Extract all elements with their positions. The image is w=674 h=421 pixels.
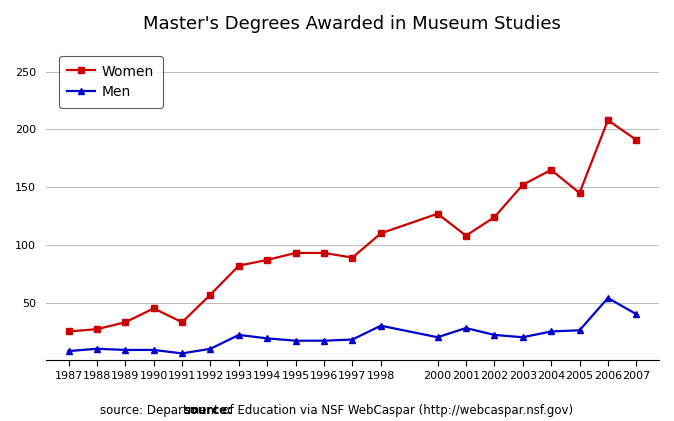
Men — [206, 346, 214, 351]
Men — [576, 328, 584, 333]
Women — [433, 211, 441, 216]
Women — [519, 182, 527, 187]
Men — [93, 346, 101, 351]
Women — [348, 255, 357, 260]
Men — [264, 336, 272, 341]
Women — [320, 250, 328, 256]
Men — [462, 325, 470, 330]
Women — [604, 118, 612, 123]
Line: Men: Men — [65, 295, 640, 357]
Women — [547, 167, 555, 172]
Men — [292, 338, 300, 343]
Text: source: Department of Education via NSF WebCaspar (http://webcaspar.nsf.gov): source: Department of Education via NSF … — [100, 404, 574, 417]
Women — [632, 137, 640, 142]
Women — [93, 327, 101, 332]
Women — [264, 257, 272, 262]
Women — [462, 233, 470, 238]
Women — [121, 320, 129, 325]
Men — [433, 335, 441, 340]
Women — [206, 292, 214, 297]
Line: Women: Women — [65, 117, 640, 335]
Text: source:: source: — [183, 404, 233, 417]
Title: Master's Degrees Awarded in Museum Studies: Master's Degrees Awarded in Museum Studi… — [144, 15, 561, 33]
Men — [604, 296, 612, 301]
Men — [377, 323, 385, 328]
Men — [490, 333, 498, 338]
Men — [348, 337, 357, 342]
Women — [65, 329, 73, 334]
Women — [178, 320, 186, 325]
Women — [576, 190, 584, 195]
Men — [178, 351, 186, 356]
Men — [65, 349, 73, 354]
Men — [632, 312, 640, 317]
Women — [292, 250, 300, 256]
Men — [547, 329, 555, 334]
Men — [150, 347, 158, 352]
Men — [320, 338, 328, 343]
Women — [235, 263, 243, 268]
Women — [377, 231, 385, 236]
Men — [519, 335, 527, 340]
Women — [490, 215, 498, 220]
Men — [121, 347, 129, 352]
Men — [235, 333, 243, 338]
Women — [150, 306, 158, 311]
Legend: Women, Men: Women, Men — [59, 56, 162, 108]
